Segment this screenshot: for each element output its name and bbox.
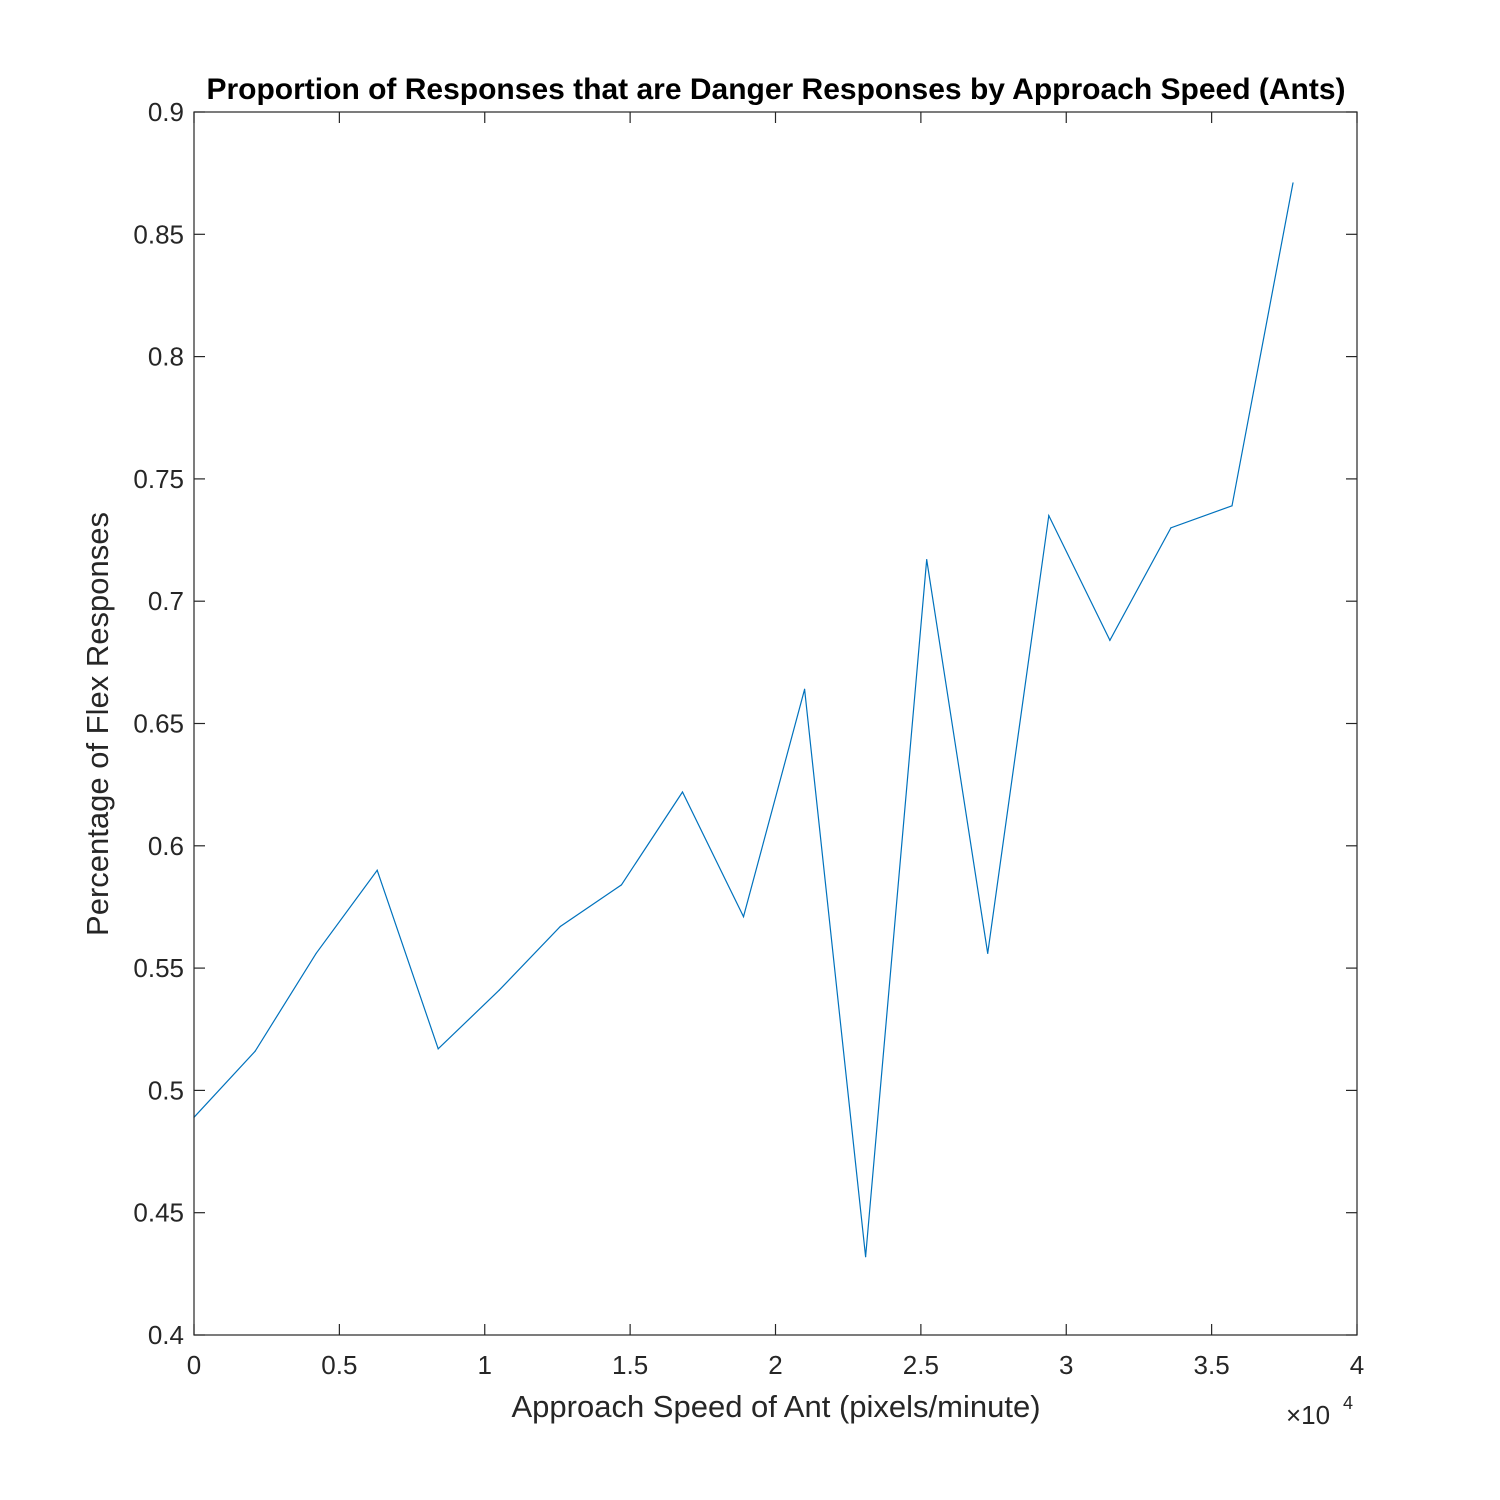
- y-tick-label: 0.9: [148, 97, 184, 127]
- y-tick-label: 0.55: [133, 953, 184, 983]
- data-point: [803, 688, 806, 690]
- y-tick-label: 0.5: [148, 1075, 184, 1105]
- data-point: [437, 1048, 439, 1050]
- data-point: [1170, 527, 1172, 529]
- y-tick-labels: 0.4 0.45 0.5 0.55 0.6 0.65 0.7 0.75 0.8 0.85 0.9: [133, 97, 184, 1350]
- data-point: [559, 925, 561, 928]
- x-tick-label: 0.5: [321, 1350, 357, 1380]
- x-tick-label: 1: [478, 1350, 492, 1380]
- y-axis-label: Percentage of Flex Responses: [80, 512, 115, 936]
- x-tick-label: 2: [768, 1350, 782, 1380]
- data-point: [1231, 505, 1233, 507]
- x-exponent-power: 4: [1343, 1393, 1353, 1413]
- data-point: [681, 791, 684, 793]
- y-tick-label: 0.7: [148, 586, 184, 616]
- x-tick-label: 1.5: [612, 1350, 648, 1380]
- data-point: [926, 559, 928, 561]
- x-tick-label: 4: [1350, 1350, 1364, 1380]
- data-point: [742, 916, 745, 918]
- data-point: [254, 1050, 256, 1052]
- data-point: [987, 952, 989, 955]
- y-tick-label: 0.4: [148, 1320, 184, 1350]
- x-axis-label: Approach Speed of Ant (pixels/minute): [511, 1389, 1040, 1424]
- plot-frame: [193, 111, 1358, 1336]
- y-tick-label: 0.65: [133, 709, 184, 739]
- plot-background: [194, 112, 1357, 1335]
- data-point: [1048, 514, 1050, 517]
- y-tick-label: 0.85: [133, 219, 184, 249]
- y-tick-label: 0.75: [133, 464, 184, 494]
- chart-title: Proportion of Responses that are Danger …: [206, 73, 1345, 106]
- data-point: [620, 884, 623, 886]
- data-point: [315, 952, 317, 955]
- x-tick-label: 3.5: [1194, 1350, 1230, 1380]
- data-point: [1292, 182, 1294, 184]
- x-exponent-label: ×10 4: [1286, 1393, 1353, 1430]
- x-tick-label: 3: [1059, 1350, 1073, 1380]
- data-point: [865, 1256, 867, 1258]
- x-tick-labels: 0 0.5 1 1.5 2 2.5 3 3.5 4: [187, 1350, 1364, 1380]
- x-tick-label: 2.5: [903, 1350, 939, 1380]
- x-tick-label: 0: [187, 1350, 201, 1380]
- data-point: [376, 869, 378, 871]
- y-tick-label: 0.45: [133, 1198, 184, 1228]
- data-point: [498, 989, 500, 991]
- data-point: [1109, 639, 1111, 641]
- y-tick-label: 0.6: [148, 831, 184, 861]
- y-tick-label: 0.8: [148, 342, 184, 372]
- series-layer: [193, 182, 1294, 1258]
- x-exponent-base: ×10: [1286, 1400, 1330, 1430]
